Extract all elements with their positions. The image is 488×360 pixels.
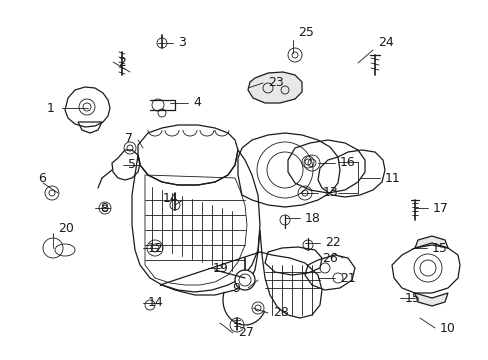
Polygon shape xyxy=(414,293,447,306)
Text: 26: 26 xyxy=(322,252,337,265)
Text: 19: 19 xyxy=(213,261,228,274)
Text: 22: 22 xyxy=(325,237,340,249)
Text: 16: 16 xyxy=(339,157,355,170)
Text: 6: 6 xyxy=(38,171,46,184)
Text: 15: 15 xyxy=(404,292,420,305)
Text: 5: 5 xyxy=(128,158,136,171)
Polygon shape xyxy=(247,72,302,103)
Text: 1: 1 xyxy=(47,102,55,114)
Text: 14: 14 xyxy=(162,192,178,204)
Text: 8: 8 xyxy=(100,202,108,215)
Text: 12: 12 xyxy=(148,242,163,255)
Text: 17: 17 xyxy=(432,202,448,215)
Text: 15: 15 xyxy=(431,242,447,255)
Text: 2: 2 xyxy=(118,55,125,68)
Text: 27: 27 xyxy=(238,327,253,339)
Text: 14: 14 xyxy=(148,297,163,310)
Text: 11: 11 xyxy=(384,171,400,184)
Text: 25: 25 xyxy=(297,27,313,40)
Text: 20: 20 xyxy=(58,221,74,234)
Text: 3: 3 xyxy=(178,36,185,49)
Polygon shape xyxy=(414,236,447,248)
Text: 10: 10 xyxy=(439,321,455,334)
Text: 9: 9 xyxy=(232,282,240,294)
Text: 4: 4 xyxy=(193,96,201,109)
Text: 18: 18 xyxy=(305,211,320,225)
Text: 24: 24 xyxy=(377,36,393,49)
Text: 28: 28 xyxy=(272,306,288,320)
Text: 21: 21 xyxy=(339,271,355,284)
Text: 7: 7 xyxy=(125,131,133,144)
Text: 13: 13 xyxy=(323,186,338,199)
Text: 23: 23 xyxy=(267,77,283,90)
Circle shape xyxy=(235,270,254,290)
